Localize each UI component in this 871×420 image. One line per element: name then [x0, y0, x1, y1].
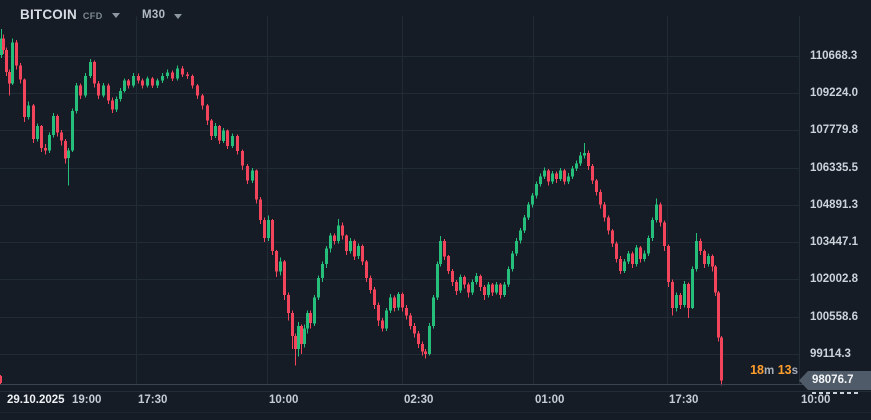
time-tick-label: 10:00: [269, 394, 299, 406]
grid-layer: [0, 16, 800, 384]
time-tick-label: 01:00: [535, 394, 565, 406]
time-tick-label: 10:00: [801, 394, 831, 406]
timeframe-label: M30: [142, 9, 166, 21]
price-tick-label: 102002.8: [810, 273, 858, 286]
countdown-minutes: 18: [750, 363, 764, 377]
price-tick-label: 100558.6: [810, 310, 858, 323]
instrument-type-badge: CFD: [82, 11, 103, 21]
countdown-seconds-unit: s: [791, 365, 798, 377]
clipped-axis-label: [812, 392, 858, 394]
price-tick-label: 106335.5: [810, 161, 858, 174]
date-label: 29.10.2025: [7, 394, 65, 406]
chevron-down-icon: [111, 13, 120, 18]
time-tick-label: 17:30: [669, 394, 699, 406]
chevron-down-icon: [174, 13, 183, 19]
price-tick-label: 110668.3: [810, 50, 858, 62]
time-tick-label: 19:00: [72, 394, 102, 406]
current-price-tag: 98076.7: [799, 371, 871, 391]
price-tick-label: 103447.1: [810, 236, 858, 249]
symbol-name: BITCOIN: [20, 7, 77, 22]
candles-layer: [0, 28, 723, 386]
price-tick-label: 99114.3: [810, 347, 851, 360]
time-tick-label: 17:30: [138, 394, 168, 406]
candle-countdown: 18m 13s: [750, 363, 798, 377]
axis-border-layer: [0, 16, 871, 413]
price-tick-label: 104891.3: [810, 198, 858, 211]
symbol-selector[interactable]: BITCOIN CFD: [20, 7, 120, 22]
price-tick-label: 109224.0: [810, 87, 858, 100]
countdown-minutes-unit: m: [763, 365, 775, 377]
price-tick-label: 107779.8: [810, 124, 858, 137]
time-tick-label: 02:30: [404, 394, 434, 406]
timeframe-selector[interactable]: M30: [142, 9, 183, 21]
countdown-seconds: 13: [777, 363, 792, 377]
